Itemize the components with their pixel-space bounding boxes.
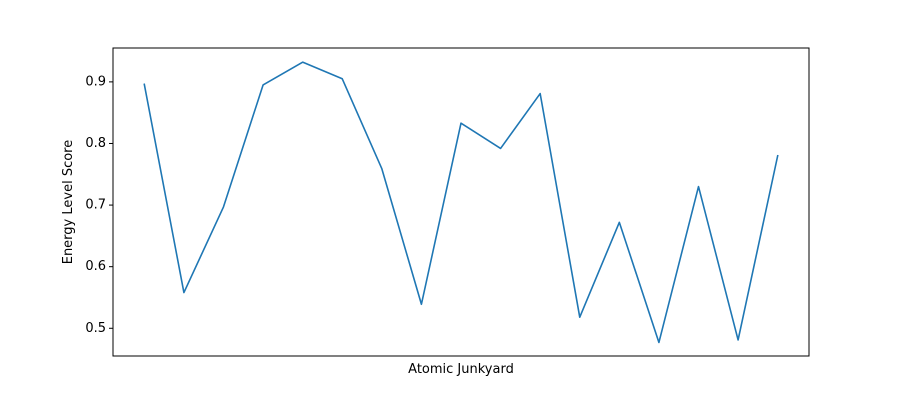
y-tick-label: 0.5	[85, 321, 106, 336]
y-tick-label: 0.9	[85, 74, 106, 89]
y-tick-label: 0.6	[85, 259, 106, 274]
series-line-0	[143, 61, 779, 344]
y-tick-label: 0.7	[85, 198, 106, 213]
series-group	[143, 61, 779, 344]
plot-frame	[112, 47, 810, 357]
plot-area	[113, 48, 809, 356]
y-tick-label: 0.8	[85, 136, 106, 151]
x-axis-label: Atomic Junkyard	[408, 362, 514, 377]
y-axis-ticks: 0.5 0.6 0.7 0.8 0.9	[85, 74, 113, 336]
y-axis-label: Energy Level Score	[61, 140, 76, 265]
